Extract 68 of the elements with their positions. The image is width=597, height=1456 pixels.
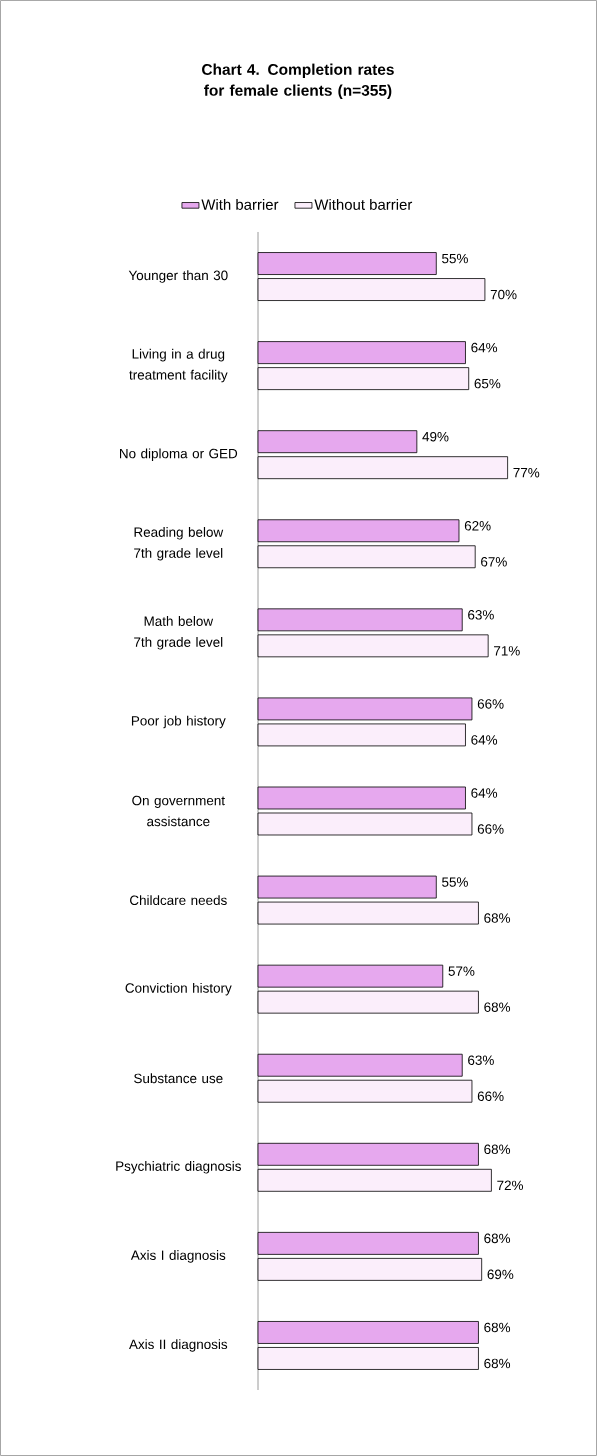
bar xyxy=(257,545,476,569)
data-label: 68% xyxy=(484,1358,511,1369)
data-label: 71% xyxy=(494,646,520,656)
bar xyxy=(257,964,444,988)
legend-label: With barrier xyxy=(201,198,279,210)
bar xyxy=(257,1168,492,1192)
data-label: 68% xyxy=(484,1322,511,1333)
data-label: 55% xyxy=(442,877,468,887)
bar xyxy=(257,697,473,721)
bar xyxy=(257,278,486,301)
data-label: 57% xyxy=(448,966,475,976)
data-label: 67% xyxy=(481,557,507,567)
bar xyxy=(257,723,466,747)
y-tick-label: Childcare needs xyxy=(130,895,227,906)
y-tick-label: Math below 7th grade level xyxy=(134,616,223,650)
data-label: 66% xyxy=(477,824,504,834)
data-label: 70% xyxy=(490,289,517,300)
bar xyxy=(257,786,466,810)
bar xyxy=(257,252,437,275)
data-label: 64% xyxy=(471,788,498,798)
bar xyxy=(257,875,437,899)
data-label: 49% xyxy=(422,431,449,442)
data-label: 62% xyxy=(464,521,491,531)
y-tick-label: Conviction history xyxy=(125,982,232,996)
bar xyxy=(257,634,489,658)
bar xyxy=(257,990,479,1014)
y-tick-label: Poor job history xyxy=(131,715,226,729)
legend-label: Without barrier xyxy=(314,198,413,210)
bar xyxy=(257,1079,473,1103)
bar xyxy=(257,456,509,480)
y-tick-label: Psychiatric diagnosis xyxy=(116,1161,241,1174)
chart-title: Chart 4. Completion rates for female clients (n=355) xyxy=(202,63,394,99)
data-label: 68% xyxy=(484,1144,511,1155)
data-label: 77% xyxy=(513,467,540,478)
data-label: 68% xyxy=(484,913,511,923)
bar xyxy=(257,1142,479,1166)
data-label: 66% xyxy=(477,1091,504,1101)
y-tick-label: No diploma or GED xyxy=(120,448,238,461)
y-tick-label: On government assistance xyxy=(132,795,225,827)
bar xyxy=(257,1321,479,1344)
y-tick-label: Axis I diagnosis xyxy=(130,1250,226,1263)
data-label: 55% xyxy=(442,253,468,264)
y-tick-label: Living in a drug treatment facility xyxy=(129,348,228,383)
data-label: 65% xyxy=(474,378,501,389)
data-label: 63% xyxy=(468,1055,494,1065)
bar xyxy=(257,901,479,925)
bar xyxy=(257,1053,463,1077)
bar xyxy=(257,812,473,836)
data-label: 68% xyxy=(484,1002,511,1012)
data-label: 68% xyxy=(484,1233,511,1244)
y-tick-label: Reading below 7th grade level xyxy=(134,527,224,561)
bar xyxy=(257,519,460,543)
y-tick-label: Younger than 30 xyxy=(128,270,228,283)
y-tick-label: Axis II diagnosis xyxy=(129,1339,228,1352)
bar xyxy=(257,341,466,365)
bar xyxy=(257,430,418,454)
bar xyxy=(257,367,470,391)
data-label: 63% xyxy=(468,610,494,620)
bar xyxy=(257,1347,479,1370)
bar xyxy=(257,1231,479,1255)
bar xyxy=(257,608,463,632)
y-tick-label: Substance use xyxy=(134,1073,223,1084)
data-label: 72% xyxy=(497,1180,524,1191)
data-label: 66% xyxy=(477,699,504,709)
data-label: 64% xyxy=(471,735,498,745)
bar xyxy=(257,1257,483,1281)
data-label: 64% xyxy=(471,342,498,353)
data-label: 69% xyxy=(487,1269,514,1280)
